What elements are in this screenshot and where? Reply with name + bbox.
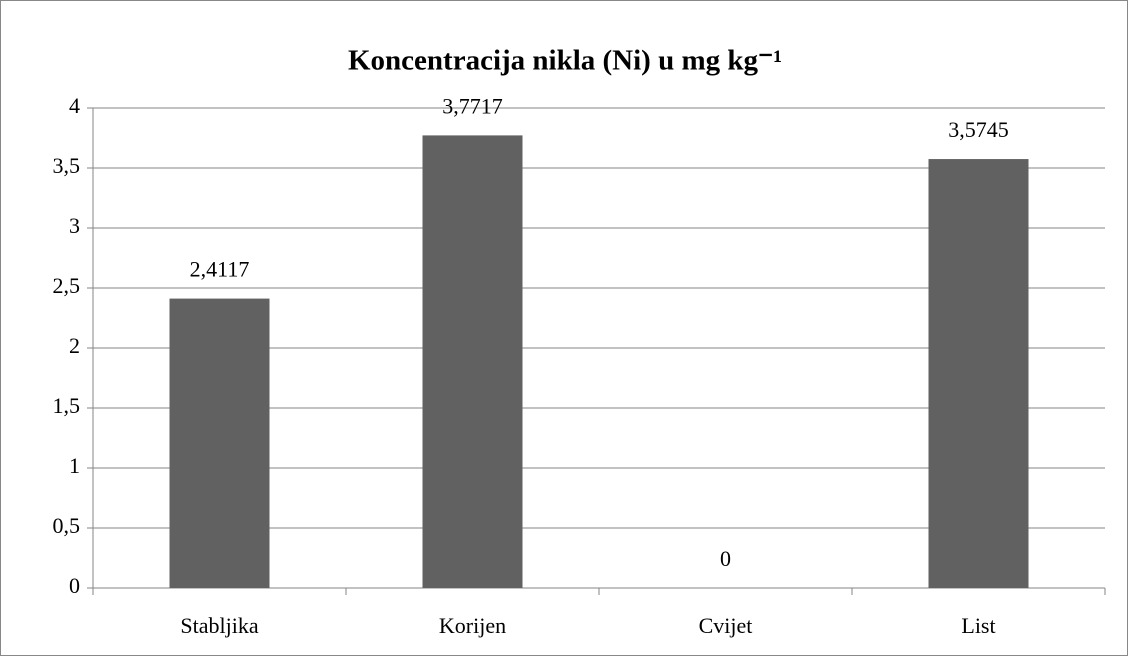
x-tick-label: Korijen	[439, 613, 506, 638]
y-tick-label: 3	[69, 213, 80, 238]
bar	[422, 135, 523, 588]
y-tick-label: 1	[69, 453, 80, 478]
y-tick-label: 1,5	[53, 393, 81, 418]
y-tick-label: 0	[69, 573, 80, 598]
chart-title: Koncentracija nikla (Ni) u mg kg⁻¹	[348, 45, 782, 77]
y-tick-label: 4	[69, 93, 80, 118]
x-tick-label: Stabljika	[180, 613, 258, 638]
y-tick-label: 2,5	[53, 273, 81, 298]
bar	[928, 159, 1029, 588]
y-tick-label: 3,5	[53, 153, 81, 178]
bar	[169, 298, 270, 588]
data-label: 3,7717	[442, 93, 503, 118]
data-label: 2,4117	[190, 257, 250, 282]
x-tick-label: Cvijet	[699, 613, 753, 638]
x-tick-label: List	[961, 613, 995, 638]
data-label: 3,5745	[948, 117, 1009, 142]
y-tick-label: 0,5	[53, 513, 81, 538]
data-label: 0	[720, 546, 731, 571]
y-tick-label: 2	[69, 333, 80, 358]
